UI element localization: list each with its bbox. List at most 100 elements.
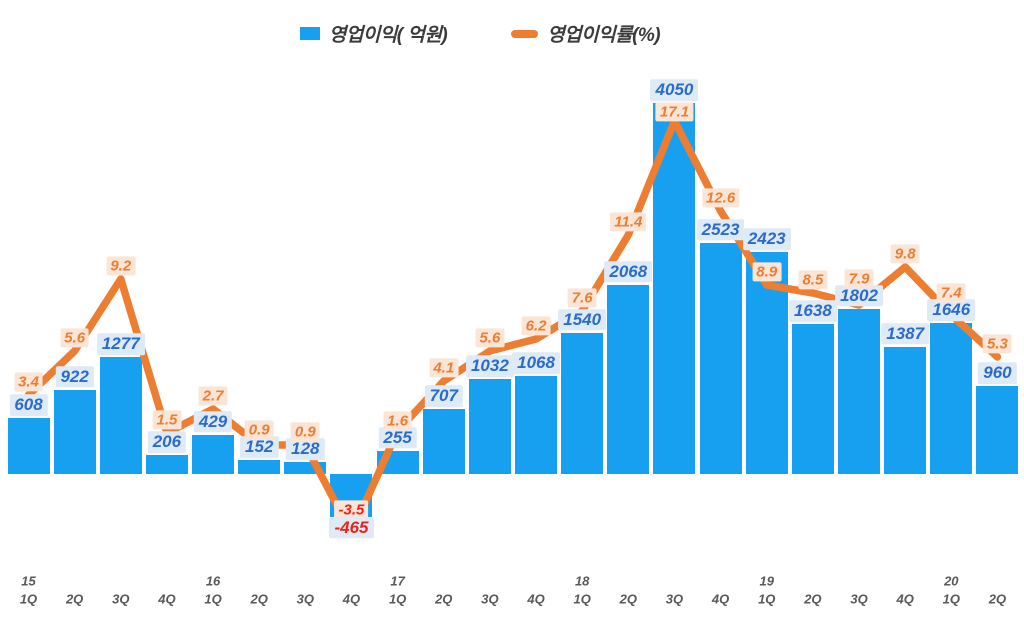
- x-tick-quarter: 1Q: [942, 591, 960, 607]
- margin-value-label: 1.6: [383, 411, 413, 431]
- x-tick-quarter: 2Q: [619, 591, 637, 607]
- margin-value-label: 1.5: [152, 410, 182, 430]
- margin-value-label: 8.9: [752, 262, 782, 282]
- bar-value-label: 1638: [788, 300, 837, 322]
- x-tick-quarter: 3Q: [296, 591, 314, 607]
- x-tick-year: 19: [759, 573, 774, 589]
- bar-value-label: -465: [329, 516, 374, 539]
- bar-value-label: 4050: [650, 79, 699, 101]
- bar-value-label: 1802: [835, 285, 883, 307]
- x-tick-year: 17: [390, 573, 405, 589]
- bar-value-label: 255: [378, 426, 417, 449]
- bar-value-label: 922: [55, 365, 94, 388]
- x-tick-quarter: 3Q: [665, 591, 684, 607]
- bar-19-1Q: [745, 252, 788, 474]
- bar-15-4Q: [145, 455, 188, 474]
- x-tick-year: 15: [21, 573, 36, 589]
- x-tick-year: 16: [205, 573, 221, 589]
- bar-value-label: 1068: [512, 352, 560, 374]
- bar-18-1Q: [561, 332, 604, 474]
- legend-label-operating-margin: 영업이익률(%): [547, 25, 661, 46]
- bar-value-label: 429: [193, 410, 233, 433]
- bar-19-2Q: [791, 323, 834, 474]
- margin-value-label: 6.2: [521, 316, 551, 336]
- bar-17-2Q: [422, 409, 465, 474]
- bar-17-4Q: [515, 376, 558, 474]
- margin-value-label: 8.5: [798, 270, 828, 290]
- bar-value-label: 2523: [696, 219, 745, 241]
- bar-18-2Q: [607, 284, 650, 474]
- legend-item-operating-profit: 영업이익( 억원): [299, 20, 448, 47]
- x-tick-year: 18: [574, 573, 590, 589]
- x-tick-quarter: 2Q: [250, 591, 268, 607]
- x-tick-quarter: 4Q: [711, 591, 730, 607]
- bar-value-label: 1277: [96, 333, 145, 355]
- margin-value-label: 7.4: [936, 283, 966, 303]
- bar-20-2Q: [976, 386, 1019, 474]
- bar-15-1Q: [7, 418, 50, 474]
- x-tick-year: 20: [944, 573, 959, 589]
- x-tick-quarter: 3Q: [481, 591, 499, 607]
- bar-value-label: 1540: [558, 309, 607, 331]
- bar-value-label: 2068: [604, 260, 653, 283]
- line-series-swatch-icon: [511, 29, 539, 38]
- bar-value-label: 1646: [927, 299, 976, 321]
- bar-value-label: 206: [147, 431, 187, 453]
- bar-value-label: 960: [978, 362, 1017, 384]
- x-tick-quarter: 1Q: [573, 591, 591, 607]
- margin-value-label: 9.2: [106, 256, 136, 276]
- margin-value-label: 5.6: [475, 328, 505, 348]
- legend-label-operating-profit: 영업이익( 억원): [328, 25, 448, 46]
- x-tick-quarter: 2Q: [988, 591, 1007, 607]
- x-tick-quarter: 4Q: [527, 591, 545, 607]
- x-tick-quarter: 4Q: [896, 591, 914, 607]
- x-tick-quarter: 1Q: [19, 591, 38, 607]
- bar-15-3Q: [99, 357, 142, 474]
- bar-value-label: 707: [424, 385, 463, 408]
- margin-value-label: 4.1: [429, 358, 459, 378]
- bar-value-label: 2423: [742, 228, 791, 250]
- bar-19-4Q: [884, 346, 927, 474]
- x-tick-quarter: 4Q: [342, 591, 361, 607]
- bar-16-3Q: [284, 462, 327, 474]
- legend-item-operating-margin: 영업이익률(%): [511, 20, 661, 47]
- margin-value-label: 0.9: [290, 422, 320, 442]
- bar-series-swatch-icon: [299, 27, 320, 40]
- bar-19-3Q: [838, 308, 881, 474]
- x-tick-quarter: 1Q: [388, 591, 407, 607]
- bar-15-2Q: [53, 389, 96, 474]
- bar-value-label: 608: [9, 394, 48, 417]
- margin-value-label: 5.3: [983, 334, 1012, 354]
- margin-value-label: 9.8: [890, 244, 920, 264]
- margin-value-label: 3.4: [14, 372, 43, 392]
- bar-value-label: 1032: [465, 355, 514, 378]
- chart-legend: 영업이익( 억원) 영업이익률(%): [0, 20, 992, 47]
- bar-17-3Q: [468, 379, 511, 474]
- x-tick-quarter: 2Q: [435, 591, 453, 607]
- x-tick-quarter: 2Q: [804, 591, 822, 607]
- x-tick-quarter: 1Q: [204, 591, 222, 607]
- x-tick-quarter: 2Q: [65, 591, 84, 607]
- x-tick-quarter: 3Q: [112, 591, 130, 607]
- bar-value-label: 128: [286, 438, 325, 461]
- margin-value-label: 5.6: [60, 328, 90, 348]
- x-tick-quarter: 1Q: [758, 591, 776, 607]
- x-tick-quarter: 3Q: [850, 591, 868, 607]
- bar-16-1Q: [192, 434, 235, 474]
- margin-value-label: 11.4: [610, 212, 647, 232]
- x-tick-quarter: 4Q: [158, 591, 176, 607]
- bar-16-2Q: [238, 460, 281, 474]
- margin-value-label: 7.6: [567, 288, 597, 308]
- margin-value-label: 12.6: [701, 188, 740, 208]
- margin-value-label: 17.1: [655, 102, 694, 122]
- margin-value-label: 7.9: [844, 269, 874, 289]
- bar-18-3Q: [653, 103, 696, 474]
- bar-value-label: 152: [240, 436, 279, 458]
- margin-value-label: 2.7: [198, 386, 228, 406]
- bar-20-1Q: [930, 323, 973, 474]
- bar-17-1Q: [376, 450, 419, 474]
- bar-18-4Q: [699, 242, 742, 474]
- margin-value-label: 0.9: [244, 420, 274, 440]
